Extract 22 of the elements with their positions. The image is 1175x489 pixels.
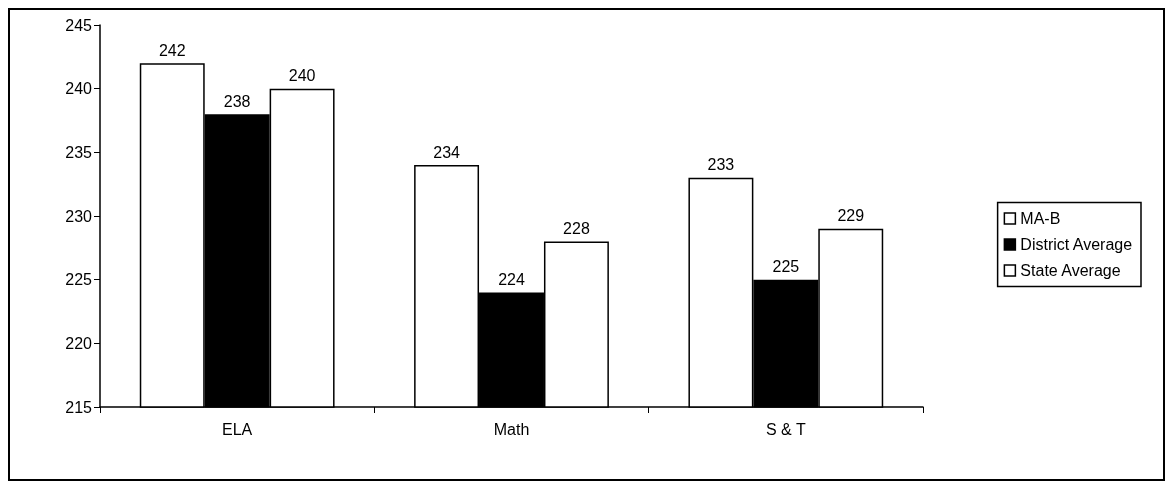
data-label: 238 [223, 92, 251, 110]
data-label: 229 [837, 207, 865, 225]
y-tick-label: 245 [65, 16, 93, 34]
legend-label: MA-B [1020, 210, 1061, 227]
data-label: 233 [707, 156, 735, 174]
y-tick-label: 240 [65, 80, 93, 98]
y-tick-label: 230 [65, 207, 93, 225]
y-tick-label: 220 [65, 334, 93, 352]
data-label: 234 [433, 143, 461, 161]
data-label: 240 [288, 67, 316, 85]
data-label: 228 [563, 219, 590, 237]
x-tick-label: S & T [765, 420, 806, 438]
y-tick-label: 235 [65, 143, 93, 161]
legend-label: District Average [1020, 236, 1133, 253]
x-tick-label: ELA [222, 420, 253, 438]
y-tick-label: 225 [65, 271, 93, 289]
data-label: 242 [158, 41, 186, 59]
data-label: 224 [498, 270, 525, 288]
legend-label: State Average [1020, 262, 1121, 279]
data-label: 225 [772, 258, 800, 276]
x-tick-label: Math [493, 420, 530, 438]
y-tick-label: 215 [65, 398, 93, 416]
